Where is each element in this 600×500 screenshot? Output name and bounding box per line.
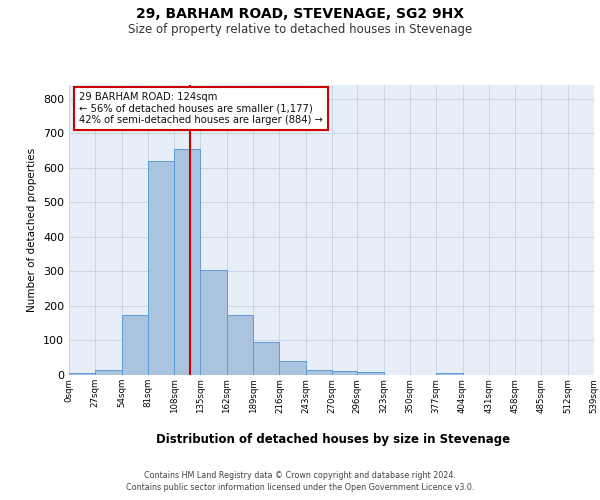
Text: Size of property relative to detached houses in Stevenage: Size of property relative to detached ho…: [128, 22, 472, 36]
Bar: [280, 361, 305, 375]
Bar: [95, 370, 122, 375]
Text: 29 BARHAM ROAD: 124sqm
← 56% of detached houses are smaller (1,177)
42% of semi-: 29 BARHAM ROAD: 124sqm ← 56% of detached…: [79, 92, 323, 125]
Bar: [253, 342, 280, 375]
Text: 29, BARHAM ROAD, STEVENAGE, SG2 9HX: 29, BARHAM ROAD, STEVENAGE, SG2 9HX: [136, 8, 464, 22]
Bar: [358, 372, 383, 375]
Text: Contains HM Land Registry data © Crown copyright and database right 2024.: Contains HM Land Registry data © Crown c…: [144, 471, 456, 480]
Bar: [69, 374, 95, 375]
Text: Distribution of detached houses by size in Stevenage: Distribution of detached houses by size …: [156, 432, 510, 446]
Bar: [148, 161, 174, 375]
Bar: [305, 370, 332, 375]
Y-axis label: Number of detached properties: Number of detached properties: [28, 148, 37, 312]
Bar: [122, 314, 148, 375]
Bar: [436, 374, 463, 375]
Text: Contains public sector information licensed under the Open Government Licence v3: Contains public sector information licen…: [126, 484, 474, 492]
Bar: [200, 270, 227, 375]
Bar: [174, 149, 200, 375]
Bar: [227, 314, 253, 375]
Bar: [332, 371, 358, 375]
